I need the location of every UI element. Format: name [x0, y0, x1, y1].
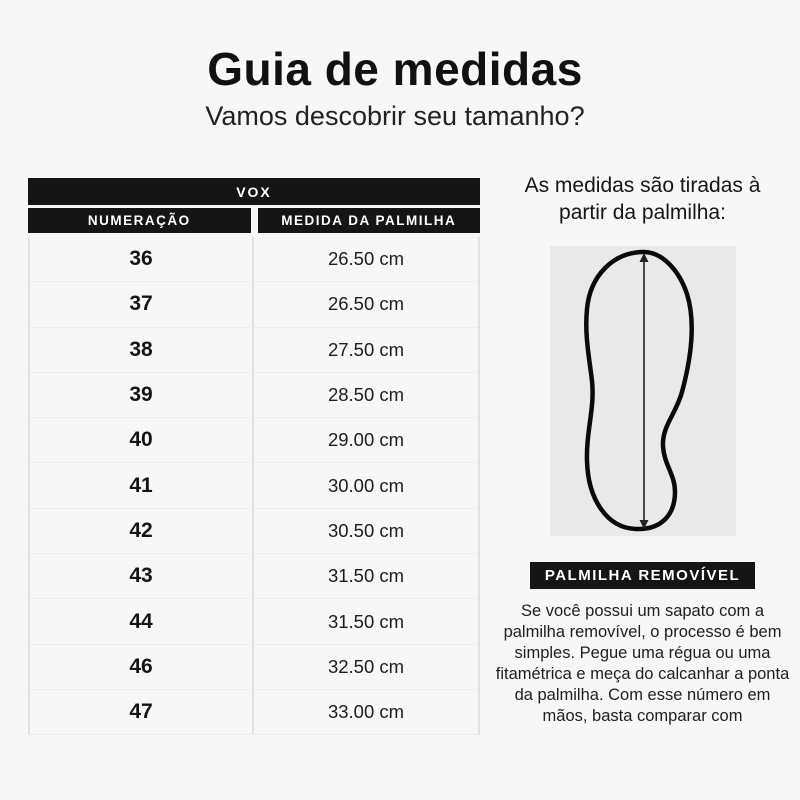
size-value: 43 [30, 554, 254, 599]
table-row: 41 30.00 cm [30, 463, 478, 509]
insole-measure-value: 32.50 cm [327, 655, 405, 677]
table-row: 37 26.50 cm [30, 282, 478, 328]
removable-insole-badge: PALMILHA REMOVÍVEL [529, 562, 756, 590]
size-value: 46 [30, 644, 254, 689]
size-value: 44 [30, 599, 254, 644]
measure-arrow-icon [639, 253, 648, 530]
size-value: 41 [30, 463, 254, 508]
page-title: Guia de medidas [207, 43, 583, 95]
instructions-headline: As medidas são tiradas à partir da palmi… [524, 174, 761, 225]
insole-measure-value: 29.00 cm [327, 429, 405, 451]
table-row: 47 33.00 cm [30, 689, 478, 736]
table-row: 39 28.50 cm [30, 372, 478, 419]
insole-measure-value: 31.50 cm [327, 565, 405, 587]
insole-measure-value: 28.50 cm [327, 384, 405, 406]
size-value: 36 [30, 237, 254, 282]
table-row: 46 32.50 cm [30, 644, 478, 690]
table-row: 36 26.50 cm [30, 237, 478, 283]
size-value: 47 [30, 689, 254, 735]
insole-illustration [549, 246, 736, 537]
table-column-headers: NUMERAÇÃO MEDIDA DA PALMILHA [28, 208, 480, 233]
insole-outline-icon [583, 249, 694, 532]
instructions-text: Se você possui um sapato com a palmilha … [495, 602, 790, 725]
size-value: 37 [30, 282, 254, 327]
table-brand-header: VOX [28, 178, 480, 205]
table-row: 42 30.50 cm [30, 508, 478, 555]
size-value: 39 [30, 372, 254, 418]
measure-instructions-panel: As medidas são tiradas à partir da palmi… [495, 172, 790, 727]
insole-measure-value: 26.50 cm [327, 248, 405, 270]
insole-measure-value: 33.00 cm [327, 701, 405, 723]
insole-measure-value: 30.50 cm [327, 519, 405, 541]
table-row: 43 31.50 cm [30, 554, 478, 600]
size-value: 42 [30, 508, 254, 554]
column-header-numeracao: NUMERAÇÃO [28, 208, 251, 233]
insole-measure-value: 26.50 cm [327, 293, 405, 315]
table-body: 36 26.50 cm 37 26.50 cm 38 27.50 cm 39 2… [28, 237, 480, 736]
size-value: 38 [30, 327, 254, 372]
table-row: 40 29.00 cm [30, 418, 478, 464]
table-row: 38 27.50 cm [30, 327, 478, 373]
size-table: VOX NUMERAÇÃO MEDIDA DA PALMILHA 36 26.5… [28, 178, 480, 736]
insole-measure-value: 30.00 cm [327, 474, 405, 496]
insole-measure-value: 27.50 cm [327, 338, 405, 360]
insole-measure-value: 31.50 cm [327, 610, 405, 632]
table-row: 44 31.50 cm [30, 599, 478, 645]
page-subtitle: Vamos descobrir seu tamanho? [205, 101, 585, 131]
size-value: 40 [30, 418, 254, 463]
column-header-medida: MEDIDA DA PALMILHA [257, 208, 480, 233]
